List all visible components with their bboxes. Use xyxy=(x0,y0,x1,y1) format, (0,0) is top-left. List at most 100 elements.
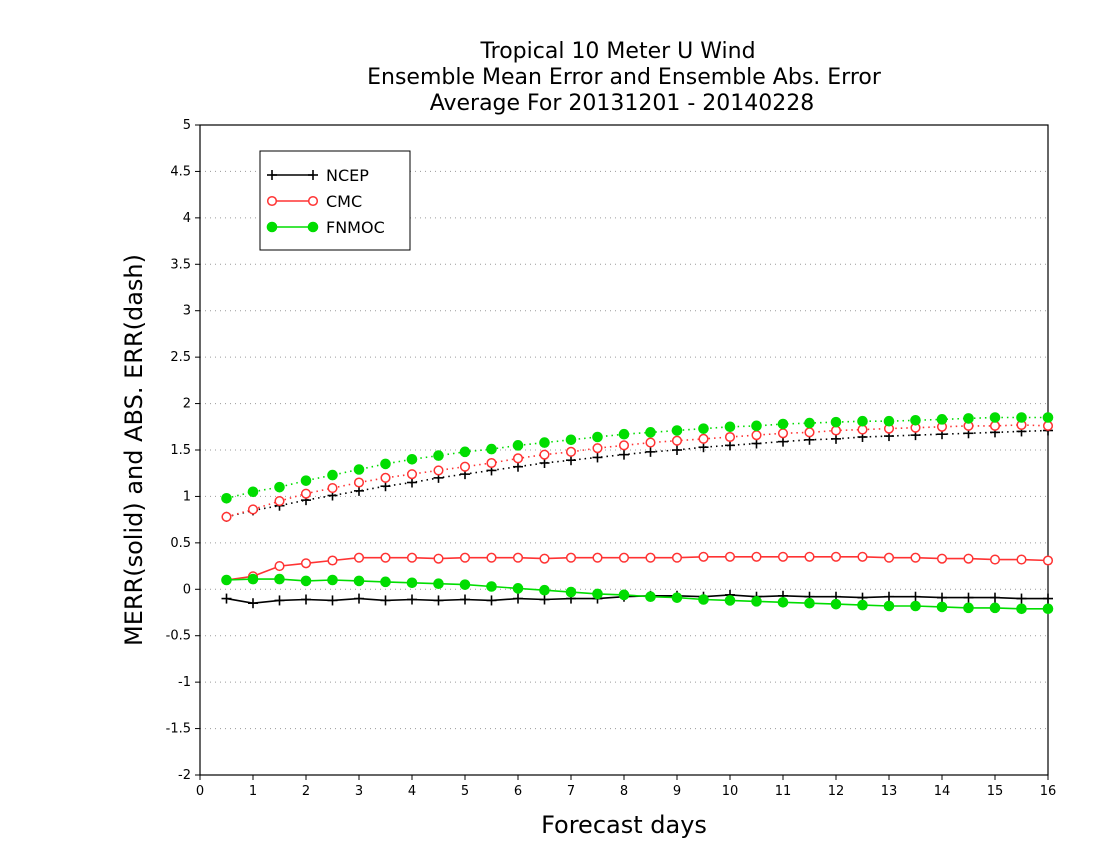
merr-point xyxy=(406,577,418,589)
abs-err-point xyxy=(512,440,524,451)
abs-err-point xyxy=(671,435,683,446)
x-axis-label: Forecast days xyxy=(541,811,707,839)
x-tick-label: 15 xyxy=(987,784,1004,799)
abs-err-point xyxy=(247,504,259,515)
merr-point xyxy=(910,600,921,612)
merr-point xyxy=(698,551,709,562)
merr-point xyxy=(433,553,444,564)
merr-point xyxy=(857,551,868,562)
merr-point xyxy=(248,598,258,609)
merr-point xyxy=(459,579,471,590)
merr-point xyxy=(777,596,789,608)
merr-point xyxy=(724,595,736,606)
merr-point xyxy=(274,573,285,585)
legend-label: NCEP xyxy=(326,166,369,185)
legend-label: FNMOC xyxy=(326,218,385,237)
merr-point xyxy=(300,558,312,569)
abs-err-point xyxy=(619,449,629,460)
merr-point xyxy=(407,594,417,605)
series-cmc xyxy=(221,419,1054,586)
y-tick-label: 0 xyxy=(183,582,191,597)
merr-point xyxy=(830,598,842,610)
x-tick-label: 12 xyxy=(828,784,845,799)
abs-err-line-fnmoc xyxy=(226,416,1048,500)
abs-err-point xyxy=(724,421,736,433)
legend-item-fnmoc: FNMOC xyxy=(266,218,385,237)
abs-err-point xyxy=(989,412,1001,423)
y-tick-label: 1 xyxy=(183,489,191,504)
abs-err-point xyxy=(804,417,815,429)
abs-err-point xyxy=(353,477,365,488)
merr-point xyxy=(486,581,497,592)
chart-title: Tropical 10 Meter U Wind Ensemble Mean E… xyxy=(367,39,882,116)
merr-point xyxy=(857,599,868,611)
y-tick-label: -1.5 xyxy=(166,722,191,737)
x-tick-label: 16 xyxy=(1040,784,1057,799)
y-tick-label: 2 xyxy=(183,397,191,412)
abs-err-point xyxy=(247,486,259,498)
merr-point xyxy=(751,551,762,562)
merr-point xyxy=(274,561,285,572)
merr-point xyxy=(592,552,603,563)
merr-point xyxy=(990,592,1000,603)
merr-point xyxy=(698,594,709,605)
merr-point xyxy=(353,575,365,587)
merr-point xyxy=(1016,593,1027,604)
x-tick-label: 9 xyxy=(673,784,681,799)
merr-point xyxy=(830,551,842,562)
merr-point xyxy=(1016,603,1027,615)
merr-point xyxy=(327,595,338,606)
x-tick-label: 7 xyxy=(567,784,575,799)
abs-err-point xyxy=(751,430,762,441)
merr-line-cmc xyxy=(226,555,1049,581)
legend-marker-end xyxy=(307,195,319,207)
merr-point xyxy=(221,574,232,586)
x-axis-ticks: 0 1 2 3 4 5 6 7 8 9 10 11 12 13 14 15 16 xyxy=(196,775,1056,799)
x-tick-label: 6 xyxy=(514,784,522,799)
merr-point xyxy=(380,595,391,606)
abs-err-point xyxy=(274,496,285,507)
merr-point xyxy=(883,552,895,563)
merr-point xyxy=(963,592,974,603)
y-tick-label: 1.5 xyxy=(170,443,191,458)
abs-err-point xyxy=(1042,412,1054,423)
x-tick-label: 10 xyxy=(722,784,739,799)
merr-point xyxy=(486,595,497,606)
legend-label: CMC xyxy=(326,192,362,211)
abs-err-point xyxy=(883,415,895,427)
merr-point xyxy=(301,594,311,605)
x-tick-label: 5 xyxy=(461,784,469,799)
x-tick-label: 0 xyxy=(196,784,204,799)
merr-point xyxy=(1043,593,1053,604)
merr-point xyxy=(513,593,523,604)
abs-err-point xyxy=(777,428,789,439)
merr-point xyxy=(804,551,815,562)
legend-marker-start xyxy=(267,170,277,180)
merr-point xyxy=(327,574,338,586)
x-tick-label: 13 xyxy=(881,784,898,799)
abs-err-point xyxy=(830,425,842,436)
abs-err-point xyxy=(724,431,736,443)
y-axis-label: MERR(solid) and ABS. ERR(dash) xyxy=(120,254,148,646)
title-line-2: Ensemble Mean Error and Ensemble Abs. Er… xyxy=(367,65,882,90)
abs-err-point xyxy=(830,416,842,428)
abs-err-point xyxy=(565,434,577,446)
abs-err-point xyxy=(1016,412,1027,423)
merr-point xyxy=(433,595,444,606)
merr-point xyxy=(433,578,444,590)
x-tick-label: 8 xyxy=(620,784,628,799)
abs-err-point xyxy=(486,443,497,455)
title-line-1: Tropical 10 Meter U Wind xyxy=(479,39,755,64)
merr-point xyxy=(618,552,630,563)
abs-err-point xyxy=(459,446,471,458)
y-tick-label: 5 xyxy=(183,118,191,133)
merr-point xyxy=(486,552,497,563)
merr-point xyxy=(512,583,524,594)
x-tick-label: 3 xyxy=(355,784,363,799)
merr-point xyxy=(512,552,524,563)
abs-err-point xyxy=(327,469,338,481)
abs-err-point xyxy=(300,488,312,499)
legend-marker-end xyxy=(307,221,319,233)
merr-point xyxy=(936,553,948,564)
